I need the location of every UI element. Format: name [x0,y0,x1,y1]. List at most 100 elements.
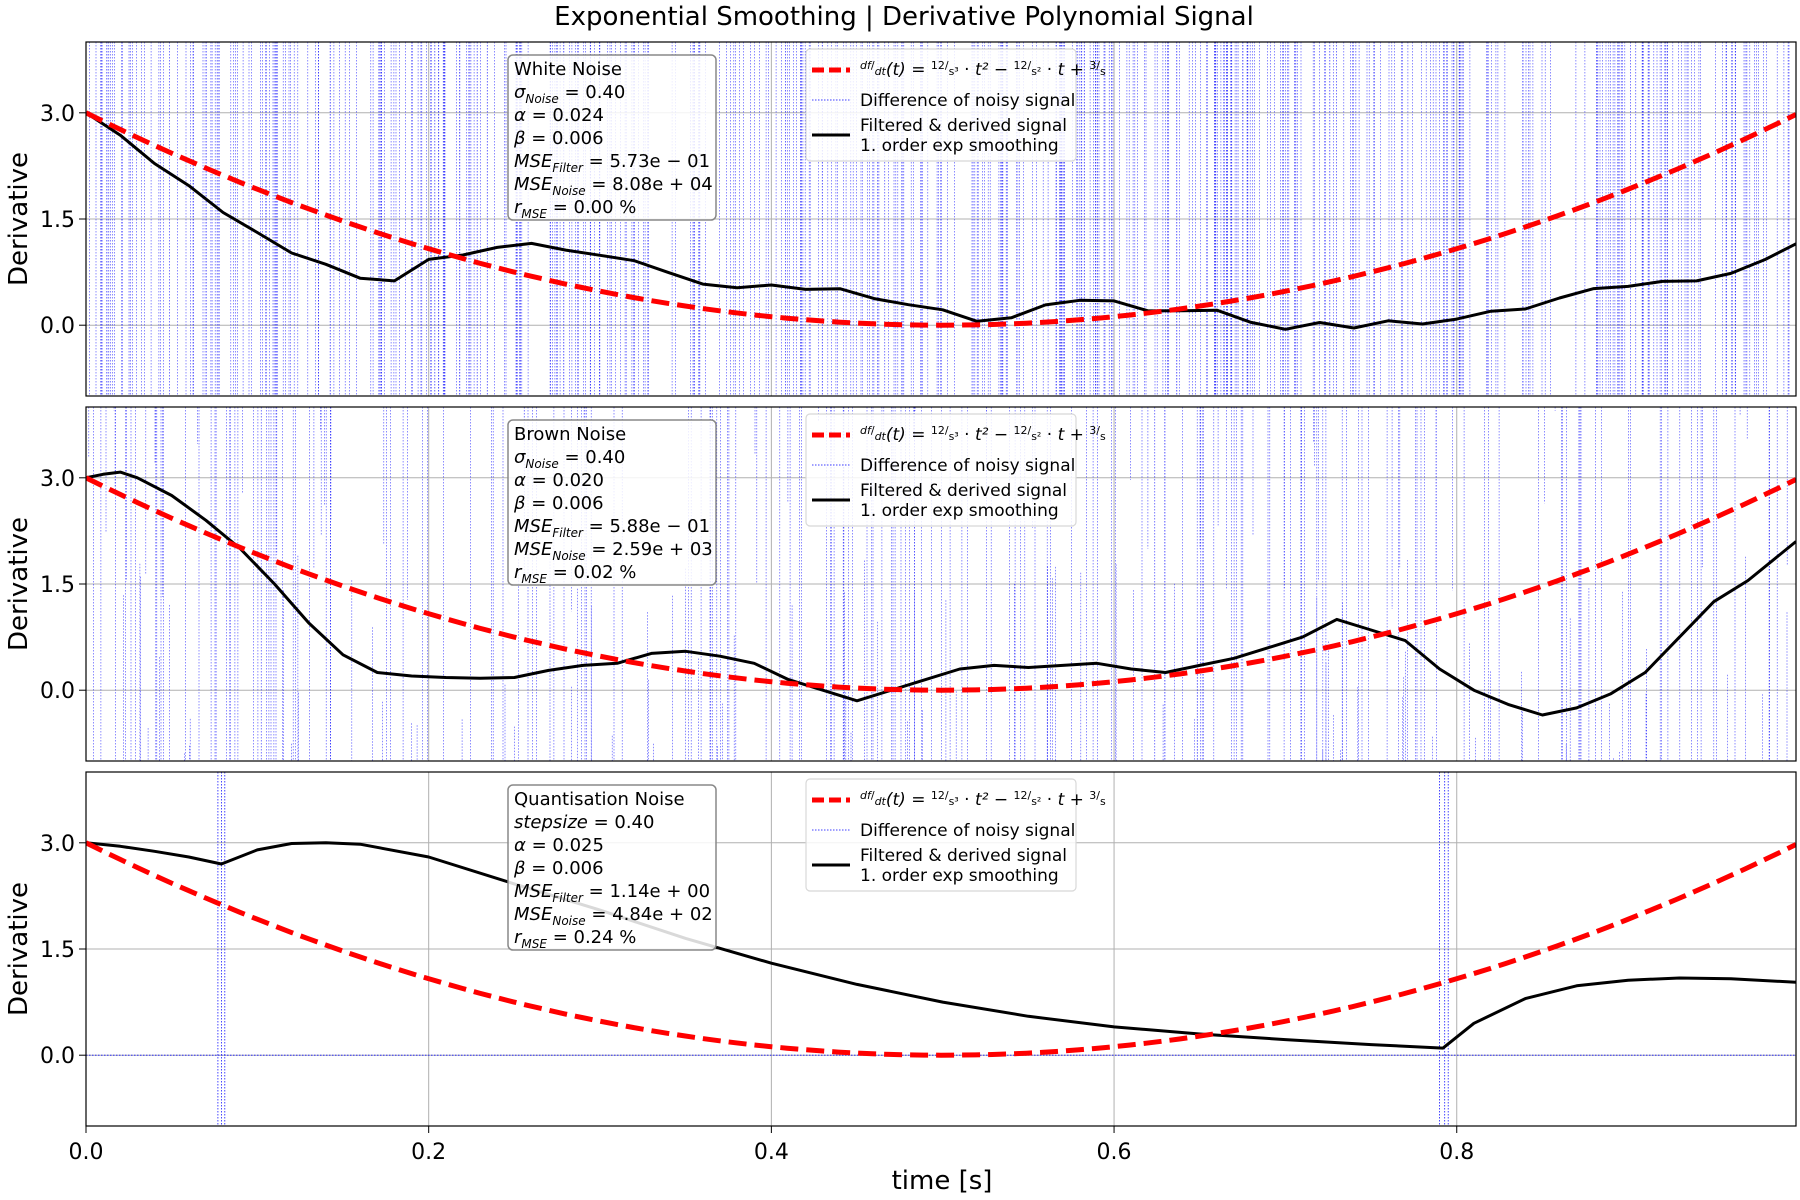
legend-ideal-label-part: s² [1031,65,1041,78]
legend-frame [805,778,1077,892]
legend-ideal-label-part: · [1041,60,1057,80]
legend-filtered-label-1: Filtered & derived signal [860,481,1067,501]
info-mse-filter-subscript: Filter [552,526,584,540]
info-mse-filter-symbol: MSE [514,151,553,172]
filtered-series-line [86,841,1796,1050]
info-alpha: α = 0.025 [514,835,604,856]
y-tick-label: 0.0 [40,679,75,704]
info-mse-noise: MSENoise = 4.84e + 02 [514,904,713,928]
info-r-mse-value: = 0.24 % [547,927,636,948]
legend-ideal-label-part: t² [975,790,989,810]
legend-ideal-label-part: 3 [1089,789,1096,802]
info-alpha-symbol: α [514,835,526,856]
info-param-value: = 0.40 [559,447,626,468]
legend-ideal-label-part: / [945,59,949,72]
legend-ideal-label-part: 12 [931,789,945,802]
info-box-frame [507,784,717,951]
chart-title: Exponential Smoothing | Derivative Polyn… [554,2,1254,32]
y-tick-label: 3.0 [40,102,75,127]
info-mse-filter-value: = 5.88e − 01 [583,516,710,537]
info-mse-noise-value: = 8.08e + 04 [586,174,713,195]
legend-ideal-label-part: dt [875,65,887,78]
info-beta: β = 0.006 [513,858,604,879]
info-mse-noise-subscript: Noise [552,184,585,198]
legend: df/dt(t) = 12/s³ · t² − 12/s² · t + 3/sD… [805,48,1106,162]
y-axis-label: Derivative [4,882,34,1016]
legend-ideal-label-part: · [1041,425,1057,445]
info-param-value: = 0.40 [559,82,626,103]
ideal-series-line [86,475,1796,693]
x-tick-label: 0.4 [754,1140,789,1165]
legend-ideal-label-part: s [1100,795,1106,808]
info-r-mse-value: = 0.00 % [547,197,636,218]
info-noise-name: Quantisation Noise [514,789,685,810]
info-alpha-value: = 0.020 [526,470,604,491]
plot-area [86,772,1796,1126]
info-beta-value: = 0.006 [526,493,604,514]
info-r-mse-symbol: r [514,562,523,583]
info-mse-noise-subscript: Noise [552,549,585,563]
legend-ideal-label-part: (t) = [886,790,931,810]
legend-frame [805,48,1077,162]
info-mse-filter-subscript: Filter [552,891,584,905]
legend-ideal-label-part: / [1027,789,1031,802]
legend-ideal-label-part: 12 [1013,59,1027,72]
info-param: σNoise = 0.40 [514,447,625,471]
legend-ideal-label-part: / [1096,59,1100,72]
ideal-series-line [86,110,1796,328]
legend-ideal-label-part: / [1027,59,1031,72]
legend-noise-label: Difference of noisy signal [860,91,1075,111]
legend-ideal-label-part: 12 [931,59,945,72]
filtered-series-line [86,111,1796,331]
legend-ideal-label-part: 12 [931,424,945,437]
legend-ideal-label-part: + [1064,790,1089,810]
legend-ideal-label-part: / [871,59,875,72]
info-box-frame [507,419,717,586]
info-beta: β = 0.006 [513,493,604,514]
info-r-mse-subscript: MSE [521,572,547,586]
legend-ideal-label-part: / [1027,424,1031,437]
info-r-mse-subscript: MSE [521,207,547,221]
x-tick-label: 0.8 [1439,1140,1474,1165]
info-alpha-symbol: α [514,105,526,126]
legend-ideal-label-part: · [959,60,975,80]
info-alpha-value: = 0.025 [526,835,604,856]
x-tick-label: 0.6 [1097,1140,1132,1165]
x-tick-label: 0.0 [69,1140,104,1165]
y-axis-label: Derivative [4,517,34,651]
legend-ideal-label-part: − [988,60,1013,80]
legend-filtered-label-1: Filtered & derived signal [860,846,1067,866]
info-mse-filter-value: = 1.14e + 00 [583,881,710,902]
info-noise-name: Brown Noise [514,424,626,445]
info-r-mse: rMSE = 0.02 % [514,562,636,586]
legend-filtered-label-2: 1. order exp smoothing [860,866,1059,886]
info-r-mse-value: = 0.02 % [547,562,636,583]
legend-ideal-label-part: / [871,424,875,437]
legend-ideal-label-part: − [988,425,1013,445]
y-tick-label: 0.0 [40,314,75,339]
legend: df/dt(t) = 12/s³ · t² − 12/s² · t + 3/sD… [805,778,1106,892]
info-mse-filter: MSEFilter = 1.14e + 00 [514,881,710,905]
ideal-series-line [86,840,1796,1058]
y-tick-label: 1.5 [40,208,75,233]
info-param-subscript: Noise [525,457,558,471]
info-beta-symbol: β [513,858,526,879]
info-mse-noise: MSENoise = 2.59e + 03 [514,539,713,563]
legend-ideal-label-part: + [1064,60,1089,80]
legend-ideal-label-part: t [1058,60,1066,80]
info-mse-filter: MSEFilter = 5.73e − 01 [514,151,710,175]
legend-noise-label: Difference of noisy signal [860,821,1075,841]
info-mse-filter-symbol: MSE [514,516,553,537]
info-beta-symbol: β [513,493,526,514]
info-beta-value: = 0.006 [526,858,604,879]
info-r-mse-symbol: r [514,927,523,948]
info-r-mse: rMSE = 0.24 % [514,927,636,951]
y-tick-label: 3.0 [40,832,75,857]
